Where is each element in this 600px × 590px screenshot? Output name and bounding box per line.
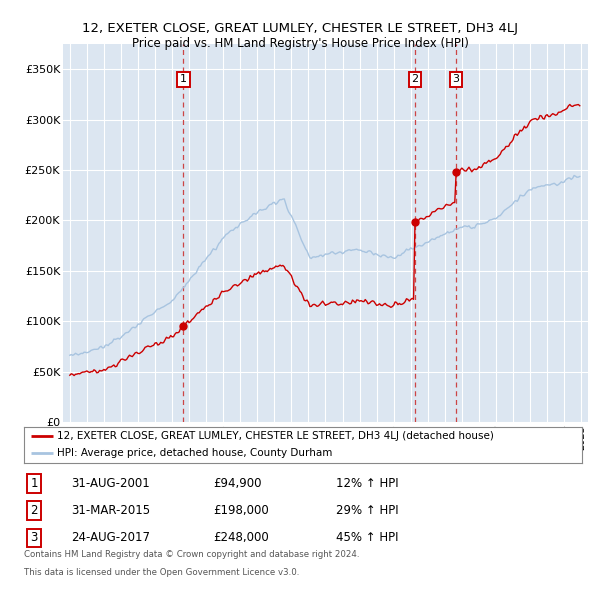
Text: 2: 2 [30,504,38,517]
Text: Contains HM Land Registry data © Crown copyright and database right 2024.: Contains HM Land Registry data © Crown c… [24,550,359,559]
Text: 3: 3 [452,74,460,84]
Text: 45% ↑ HPI: 45% ↑ HPI [337,532,399,545]
Text: HPI: Average price, detached house, County Durham: HPI: Average price, detached house, Coun… [58,448,333,458]
Text: This data is licensed under the Open Government Licence v3.0.: This data is licensed under the Open Gov… [24,568,299,577]
Text: 24-AUG-2017: 24-AUG-2017 [71,532,151,545]
Text: £248,000: £248,000 [214,532,269,545]
Text: £94,900: £94,900 [214,477,262,490]
Text: 12, EXETER CLOSE, GREAT LUMLEY, CHESTER LE STREET, DH3 4LJ (detached house): 12, EXETER CLOSE, GREAT LUMLEY, CHESTER … [58,431,494,441]
Text: 1: 1 [180,74,187,84]
Text: 2: 2 [412,74,419,84]
Text: 31-MAR-2015: 31-MAR-2015 [71,504,151,517]
Text: 12% ↑ HPI: 12% ↑ HPI [337,477,399,490]
Text: 3: 3 [31,532,38,545]
Text: 31-AUG-2001: 31-AUG-2001 [71,477,150,490]
Text: 12, EXETER CLOSE, GREAT LUMLEY, CHESTER LE STREET, DH3 4LJ: 12, EXETER CLOSE, GREAT LUMLEY, CHESTER … [82,22,518,35]
Text: £198,000: £198,000 [214,504,269,517]
Text: 29% ↑ HPI: 29% ↑ HPI [337,504,399,517]
Text: 1: 1 [30,477,38,490]
Text: Price paid vs. HM Land Registry's House Price Index (HPI): Price paid vs. HM Land Registry's House … [131,37,469,50]
